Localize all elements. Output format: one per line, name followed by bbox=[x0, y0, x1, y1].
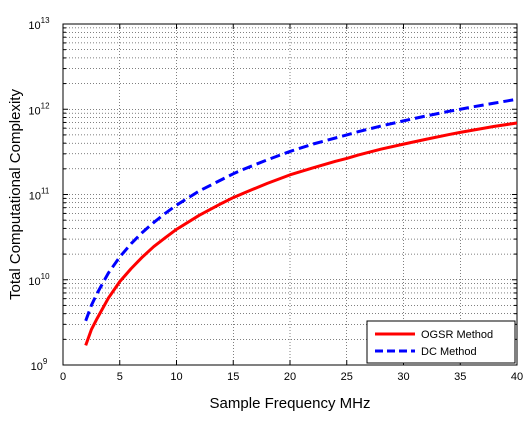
x-tick-label: 40 bbox=[511, 371, 523, 383]
x-tick-label: 30 bbox=[397, 371, 409, 383]
x-tick-label: 35 bbox=[454, 371, 466, 383]
y-tick-label: 1013 bbox=[28, 16, 50, 32]
x-tick-label: 5 bbox=[117, 371, 123, 383]
y-axis-label: Total Computational Complexity bbox=[7, 89, 24, 300]
series-lines bbox=[84, 97, 518, 346]
legend: OGSR Method DC Method bbox=[366, 320, 516, 364]
x-tick-label: 20 bbox=[284, 371, 296, 383]
series-line-dc-method bbox=[84, 97, 518, 322]
x-tick-label: 25 bbox=[341, 371, 353, 383]
legend-label-ogsr: OGSR Method bbox=[421, 329, 493, 341]
y-tick-label: 109 bbox=[31, 357, 48, 373]
y-tick-label: 1011 bbox=[29, 187, 50, 203]
y-tick-label: 1012 bbox=[28, 101, 50, 117]
x-tick-label: 15 bbox=[227, 371, 239, 383]
x-axis-label: Sample Frequency MHz bbox=[210, 395, 371, 412]
series-line-ogsr-method bbox=[84, 121, 518, 346]
legend-box bbox=[366, 320, 516, 364]
x-tick-label: 10 bbox=[170, 371, 182, 383]
axis-ticks: 0 5 10 15 20 25 30 35 40 109 1010 1011 1012 1013 bbox=[28, 16, 523, 383]
legend-label-dc: DC Method bbox=[421, 346, 477, 358]
y-tick-label: 1010 bbox=[28, 272, 50, 288]
x-tick-label: 0 bbox=[60, 371, 66, 383]
